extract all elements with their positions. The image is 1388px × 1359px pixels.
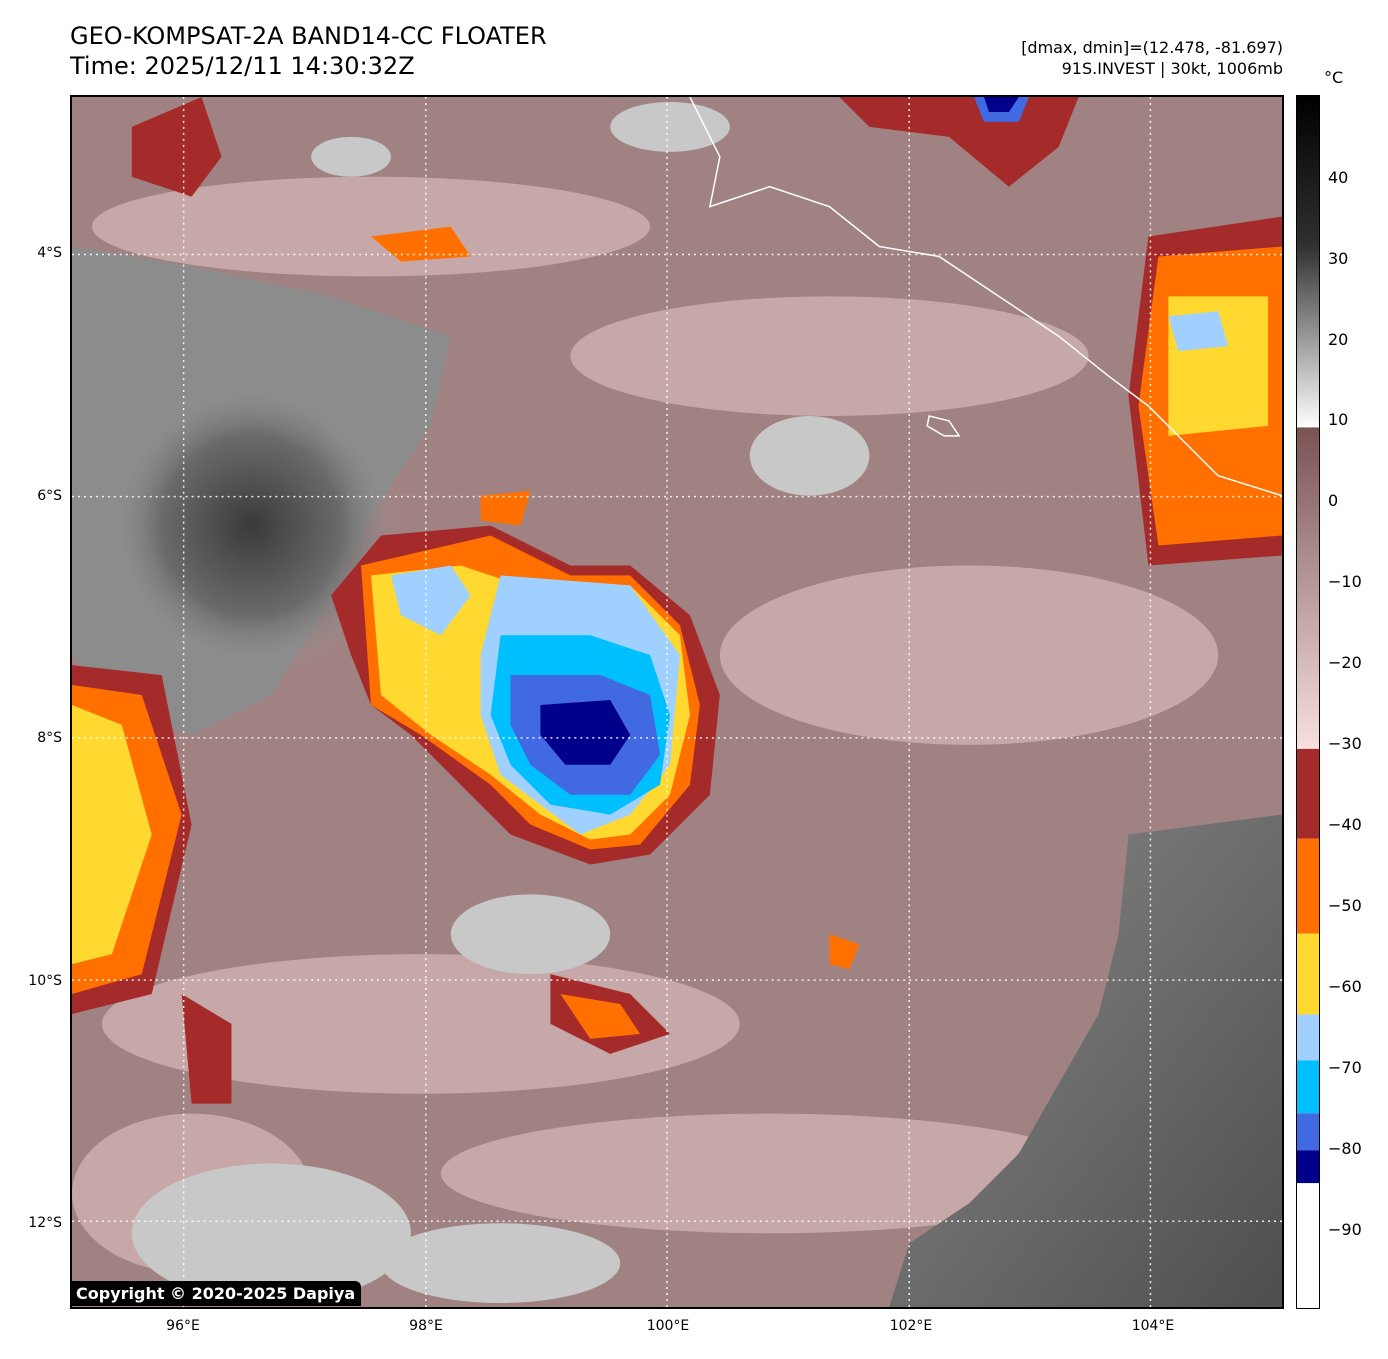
colorbar-brown-segment	[1297, 427, 1319, 749]
colorbar-unit: °C	[1324, 68, 1344, 87]
colorbar-light-blue	[1297, 1014, 1319, 1061]
colorbar-white	[1297, 1183, 1319, 1308]
colorbar-gray-segment	[1297, 96, 1319, 428]
colorbar-tick: −70	[1328, 1058, 1362, 1077]
colorbar-royal-blue	[1297, 1113, 1319, 1151]
colorbar-yellow	[1297, 933, 1319, 1015]
colorbar-tick: 20	[1328, 330, 1349, 349]
lon-label-100e: 100°E	[646, 1318, 690, 1334]
copyright-label: Copyright © 2020-2025 Dapiya	[70, 1281, 362, 1306]
lat-label-6s: 6°S	[37, 488, 62, 504]
lon-label-98e: 98°E	[409, 1318, 443, 1334]
satellite-map	[70, 95, 1284, 1309]
colorbar-cyan	[1297, 1060, 1319, 1114]
grid-lines	[72, 97, 1282, 1307]
dark-cloud-core	[101, 376, 401, 676]
lat-label-4s: 4°S	[37, 245, 62, 261]
colorbar-dark-red	[1297, 748, 1319, 839]
lon-label-104e: 104°E	[1131, 1318, 1175, 1334]
lon-label-102e: 102°E	[889, 1318, 933, 1334]
colorbar-tick: −50	[1328, 896, 1362, 915]
cold-tops-minus-85	[540, 97, 1019, 765]
lat-label-10s: 10°S	[28, 973, 62, 989]
lon-label-96e: 96°E	[166, 1318, 200, 1334]
colorbar-tick: −30	[1328, 734, 1362, 753]
colorbar-tick: −90	[1328, 1220, 1362, 1239]
lat-label-8s: 8°S	[37, 730, 62, 746]
lat-label-12s: 12°S	[28, 1215, 62, 1231]
colorbar-tick: 0	[1328, 491, 1339, 510]
colorbar-tick: −10	[1328, 572, 1362, 591]
light-cloud-patches	[131, 101, 870, 1304]
colorbar-tick: −40	[1328, 815, 1362, 834]
colorbar-tick: 40	[1328, 168, 1349, 187]
colorbar-tick: −20	[1328, 653, 1362, 672]
map-timestamp: Time: 2025/12/11 14:30:32Z	[70, 52, 415, 80]
temperature-colorbar	[1296, 95, 1320, 1309]
colorbar-tick: −60	[1328, 977, 1362, 996]
colorbar-orange	[1297, 838, 1319, 934]
coastline	[689, 97, 1282, 497]
colorbar-tick: 10	[1328, 410, 1349, 429]
colorbar-navy	[1297, 1150, 1319, 1184]
map-title: GEO-KOMPSAT-2A BAND14-CC FLOATER	[70, 22, 547, 50]
colorbar-tick: −80	[1328, 1139, 1362, 1158]
temperature-range: [dmax, dmin]=(12.478, -81.697)	[1021, 38, 1283, 57]
storm-info: 91S.INVEST | 30kt, 1006mb	[1061, 59, 1283, 78]
land-gray-area	[889, 814, 1282, 1307]
island-outline	[926, 415, 961, 437]
colorbar-tick: 30	[1328, 249, 1349, 268]
